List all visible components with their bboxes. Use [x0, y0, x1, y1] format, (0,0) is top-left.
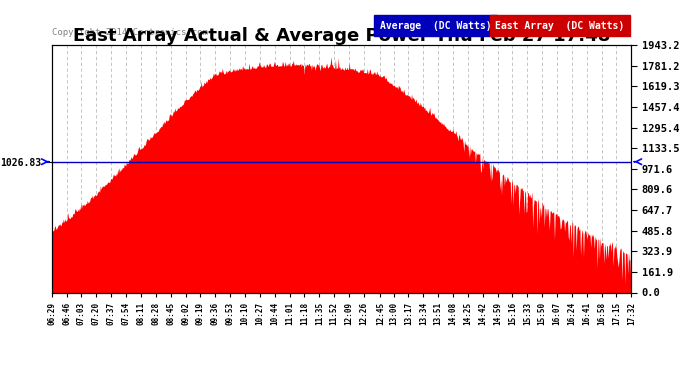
Text: Copyright 2014 Cartronics.com: Copyright 2014 Cartronics.com [52, 28, 208, 37]
Legend: Average  (DC Watts), East Array  (DC Watts): Average (DC Watts), East Array (DC Watts… [375, 18, 627, 33]
Title: East Array Actual & Average Power Thu Feb 27 17:48: East Array Actual & Average Power Thu Fe… [73, 27, 610, 45]
